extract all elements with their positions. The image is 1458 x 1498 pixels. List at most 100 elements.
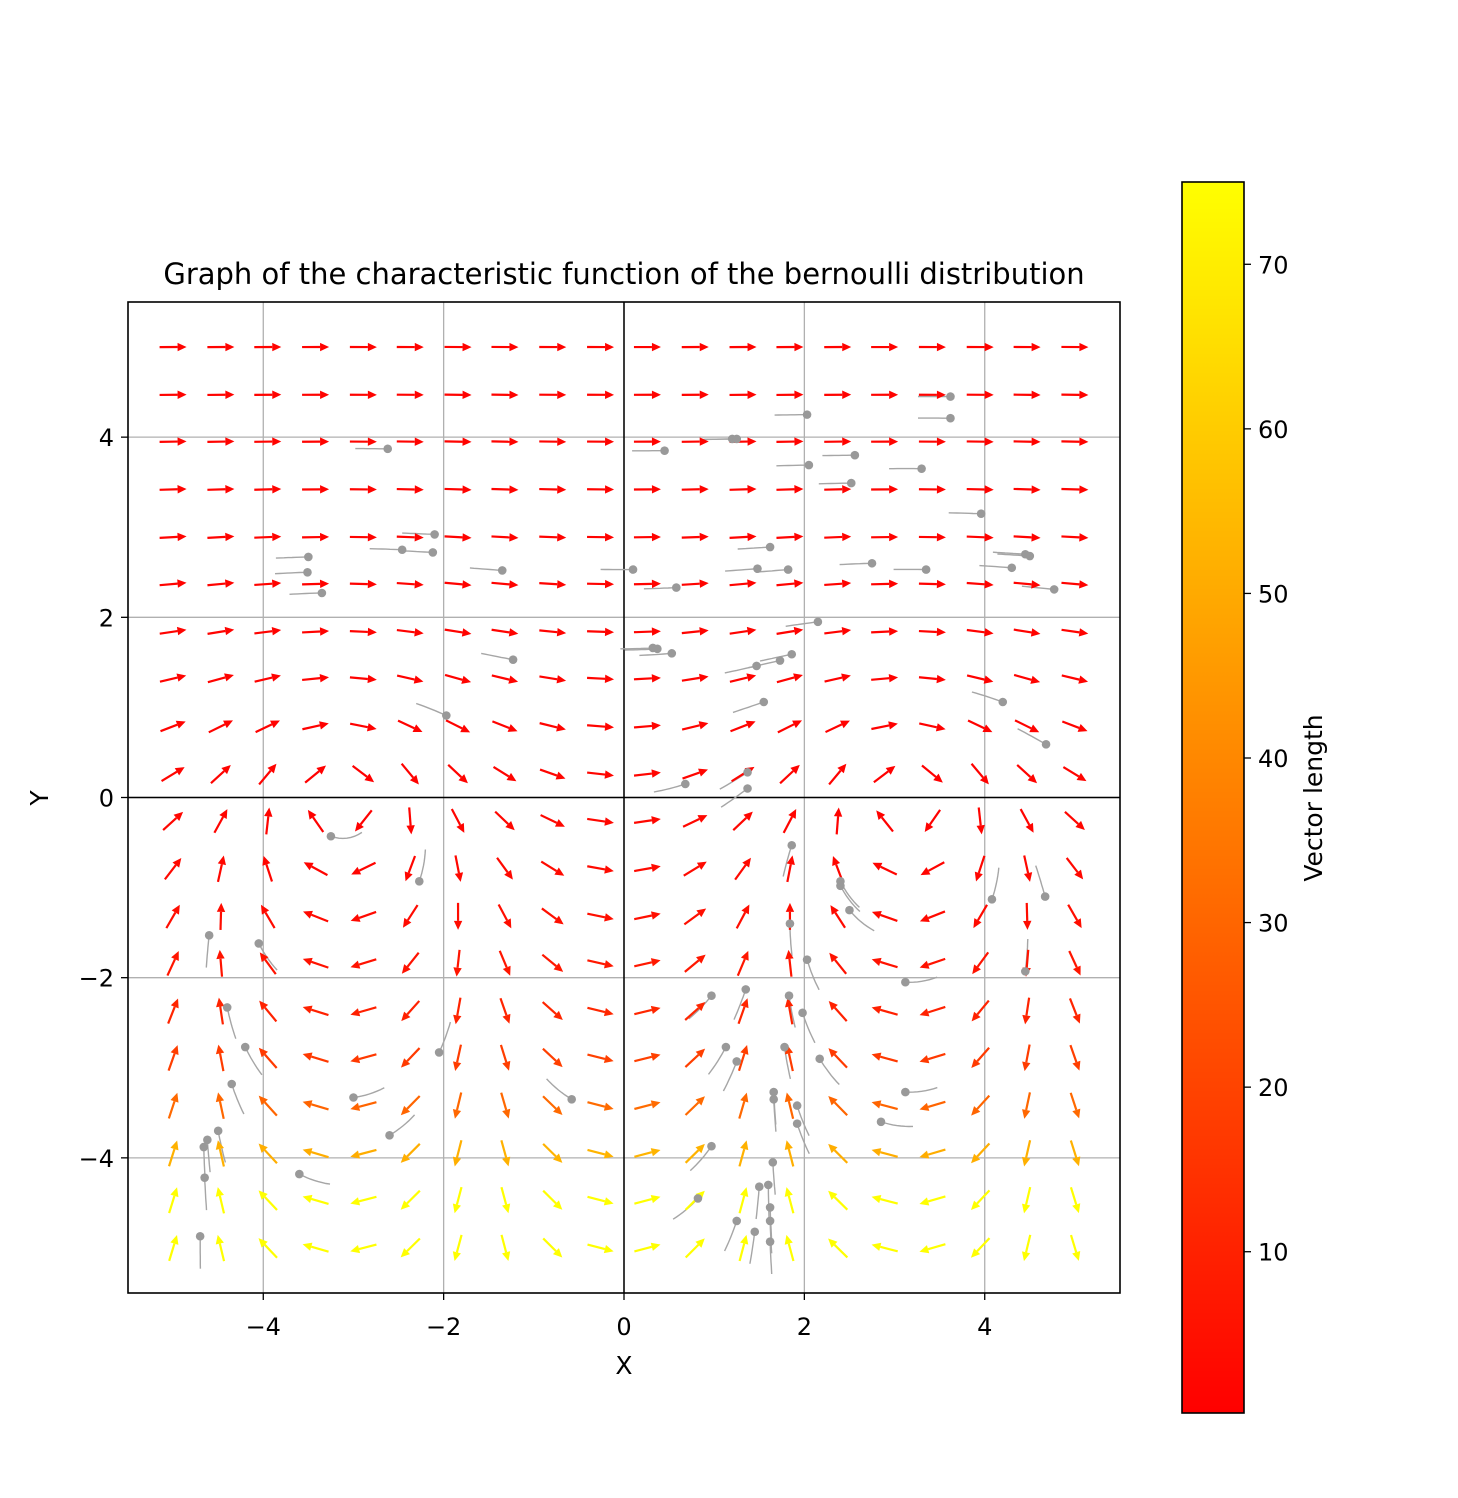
quiver-arrow [254, 342, 282, 352]
quiver-arrow [587, 770, 614, 779]
quiver-arrow [444, 437, 472, 446]
quiver-arrow [539, 390, 567, 400]
quiver-arrow [539, 485, 567, 494]
particle [783, 565, 793, 574]
particle-trail [991, 867, 1000, 900]
quiver-arrow [303, 862, 328, 877]
particle [976, 509, 986, 519]
particle [792, 1101, 802, 1110]
quiver-arrow [350, 910, 377, 922]
colorbar-gradient [1181, 181, 1245, 1414]
quiver-arrow [254, 532, 282, 542]
colorbar-tick-label: 70 [1258, 251, 1289, 279]
quiver-arrow [262, 855, 274, 882]
quiver-arrow [681, 579, 709, 588]
quiver-arrow [681, 721, 709, 731]
particle [628, 565, 638, 574]
quiver-arrow [871, 1100, 898, 1111]
quiver-arrow [587, 437, 615, 446]
quiver-arrow [1013, 673, 1041, 684]
quiver-arrow [453, 1044, 463, 1072]
particle [802, 410, 812, 419]
particle [199, 1142, 209, 1152]
particle [383, 444, 393, 454]
quiver-arrow [258, 1190, 278, 1211]
quiver-arrow [1069, 1044, 1081, 1071]
particle-trail [755, 568, 789, 573]
particle-trail [353, 1087, 385, 1099]
particle-trail [796, 1123, 810, 1155]
quiver-arrow [159, 342, 187, 352]
particle-trail [818, 482, 852, 485]
particle [304, 552, 313, 562]
particle [780, 1042, 789, 1052]
quiver-arrow [1023, 855, 1033, 882]
particle-trail [469, 567, 503, 572]
quiver-arrow [491, 533, 519, 542]
quiver-arrow [167, 1140, 179, 1167]
quiver-arrow [1061, 437, 1089, 446]
quiver-arrow [216, 997, 225, 1025]
quiver-arrow [539, 722, 566, 732]
quiver-arrow [776, 390, 804, 399]
quiver-arrow [1016, 764, 1038, 784]
quiver-arrow [350, 1243, 377, 1254]
particle-trail [275, 556, 309, 559]
quiver-arrow [303, 910, 329, 923]
quiver-arrow [1013, 533, 1041, 542]
y-tick-label: 4 [99, 424, 114, 452]
quiver-arrow [167, 998, 179, 1024]
particle [1007, 563, 1017, 573]
x-tick-label: 2 [797, 1313, 812, 1341]
x-axis-ticks: −4 −2 0 2 4 [246, 1293, 992, 1341]
quiver-arrow [734, 857, 751, 881]
quiver-arrow [351, 765, 375, 783]
quiver-arrow [824, 437, 852, 446]
quiver-arrow [167, 1045, 179, 1071]
particle-trail [418, 849, 427, 882]
quiver-arrow [785, 997, 794, 1025]
quiver-arrow [207, 342, 235, 352]
particle [743, 784, 752, 793]
particle-trail [801, 1012, 816, 1044]
particle-trail [274, 571, 308, 575]
quiver-arrow [540, 860, 565, 876]
quiver-arrow [168, 1187, 179, 1214]
quiver-arrow [259, 952, 277, 975]
quiver-arrow [634, 1052, 661, 1063]
particle-trail [769, 1220, 773, 1254]
particle [195, 1231, 205, 1241]
x-tick-label: −4 [246, 1313, 281, 1341]
quiver-arrow [972, 951, 990, 975]
quiver-arrow [1013, 342, 1041, 352]
quiver-arrow [207, 579, 235, 588]
quiver-arrow [160, 767, 185, 783]
quiver-arrow [1069, 1234, 1081, 1261]
particle [917, 464, 926, 473]
quiver-arrow [587, 1148, 614, 1159]
quiver-arrow [401, 1000, 421, 1022]
quiver-arrow [924, 809, 942, 833]
quiver-arrow [500, 1140, 511, 1167]
x-tick-label: −2 [426, 1313, 461, 1341]
particle-trail [298, 1173, 331, 1185]
quiver-arrow [777, 720, 803, 734]
quiver-arrow [1067, 904, 1082, 929]
quiver-arrow [871, 1195, 898, 1205]
quiver-arrow [494, 810, 515, 831]
particle [846, 478, 856, 488]
quiver-arrow [684, 1002, 706, 1021]
quiver-arrow [825, 720, 850, 734]
quiver-arrow [828, 1190, 849, 1211]
quiver-arrow [159, 390, 187, 399]
quiver-arrow [971, 999, 990, 1022]
particles [195, 392, 1059, 1246]
quiver-arrow [1013, 485, 1041, 494]
quiver-arrow [453, 997, 462, 1025]
quiver-arrow [159, 673, 187, 683]
quiver-arrow [500, 1092, 511, 1119]
particle-trail [767, 1184, 770, 1218]
quiver-arrow [634, 958, 661, 968]
quiver-arrow [587, 532, 615, 542]
quiver-arrow [302, 1005, 329, 1017]
